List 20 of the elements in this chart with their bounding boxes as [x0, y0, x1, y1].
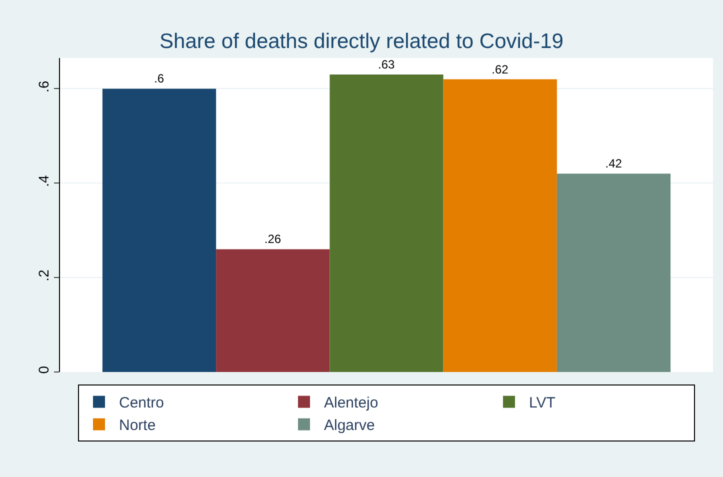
legend-label: LVT: [529, 394, 556, 412]
bar: [556, 174, 671, 372]
data-label: .6: [154, 72, 164, 86]
y-tick-label: .4: [35, 174, 52, 187]
legend-label: Norte: [119, 417, 156, 434]
data-label: .63: [378, 58, 396, 72]
data-label: .26: [264, 232, 282, 246]
y-tick-label: .6: [35, 80, 52, 92]
y-tick-label: 0: [35, 366, 52, 374]
y-tick-label: .2: [35, 269, 52, 282]
bar: [216, 249, 330, 372]
legend-label: Centro: [119, 394, 164, 412]
data-label: .62: [492, 62, 509, 76]
legend-label: Alentejo: [324, 394, 378, 412]
data-label: .42: [605, 156, 622, 171]
bar: [330, 74, 444, 372]
bar: [443, 79, 557, 372]
chart-title: Share of deaths directly related to Covid-19: [160, 30, 564, 54]
bar: [102, 88, 216, 372]
legend-label: Algarve: [324, 417, 375, 434]
